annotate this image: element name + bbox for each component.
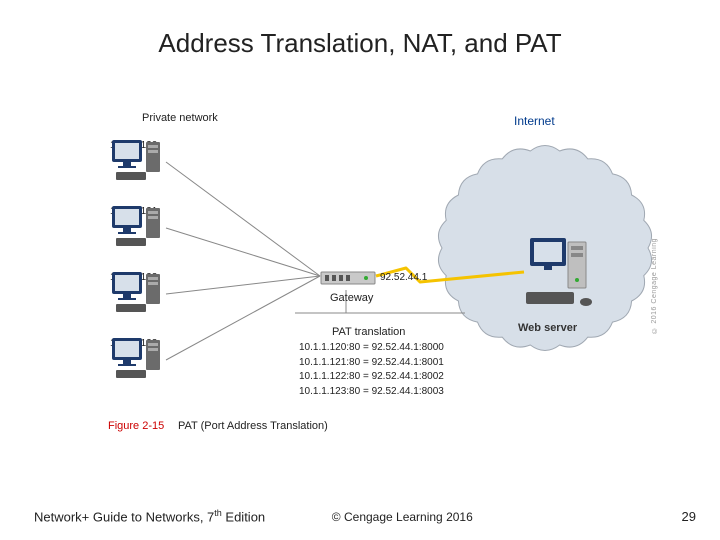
private-network-label: Private network — [142, 112, 218, 124]
pat-translation-label: PAT translation — [332, 326, 405, 338]
pat-row: 10.1.1.122:80 = 92.52.44.1:8002 — [299, 370, 444, 385]
web-server — [520, 236, 600, 326]
pat-row: 10.1.1.123:80 = 92.52.44.1:8003 — [299, 385, 444, 400]
pat-table: 10.1.1.120:80 = 92.52.44.1:800010.1.1.12… — [299, 341, 444, 399]
footer-left: Network+ Guide to Networks, 7th Edition — [34, 508, 265, 524]
pat-row: 10.1.1.121:80 = 92.52.44.1:8001 — [299, 356, 444, 371]
pc-icon — [110, 204, 168, 250]
gateway-device — [320, 266, 376, 290]
internet-label: Internet — [514, 114, 555, 128]
side-copyright: © 2016 Cengage Learning — [651, 238, 658, 334]
pc-icon — [110, 270, 168, 316]
pc-1: 10.1.1.120 — [110, 138, 157, 151]
pc-icon — [110, 336, 168, 382]
footer-copyright: © Cengage Learning 2016 — [332, 510, 473, 524]
pc-2: 10.1.1.121 — [110, 204, 157, 217]
footer-book-a: Network+ Guide to Networks, 7 — [34, 509, 214, 524]
figure-number: Figure 2-15 — [108, 420, 164, 432]
pc-3: 10.1.1.122 — [110, 270, 157, 283]
gateway-label: Gateway — [330, 292, 373, 304]
pc-icon — [110, 138, 168, 184]
footer-page: 29 — [682, 509, 696, 524]
footer-sup: th — [214, 508, 222, 518]
pat-row: 10.1.1.120:80 = 92.52.44.1:8000 — [299, 341, 444, 356]
figure-caption: PAT (Port Address Translation) — [178, 420, 328, 432]
diagram-area: 10.1.1.120 10.1.1.121 10.1.1.122 10.1.1.… — [80, 88, 660, 458]
page-title: Address Translation, NAT, and PAT — [0, 28, 720, 59]
gateway-ip: 92.52.44.1 — [380, 272, 427, 283]
footer-book-b: Edition — [222, 509, 265, 524]
web-server-label: Web server — [518, 322, 577, 334]
pc-4: 10.1.1.123 — [110, 336, 157, 349]
